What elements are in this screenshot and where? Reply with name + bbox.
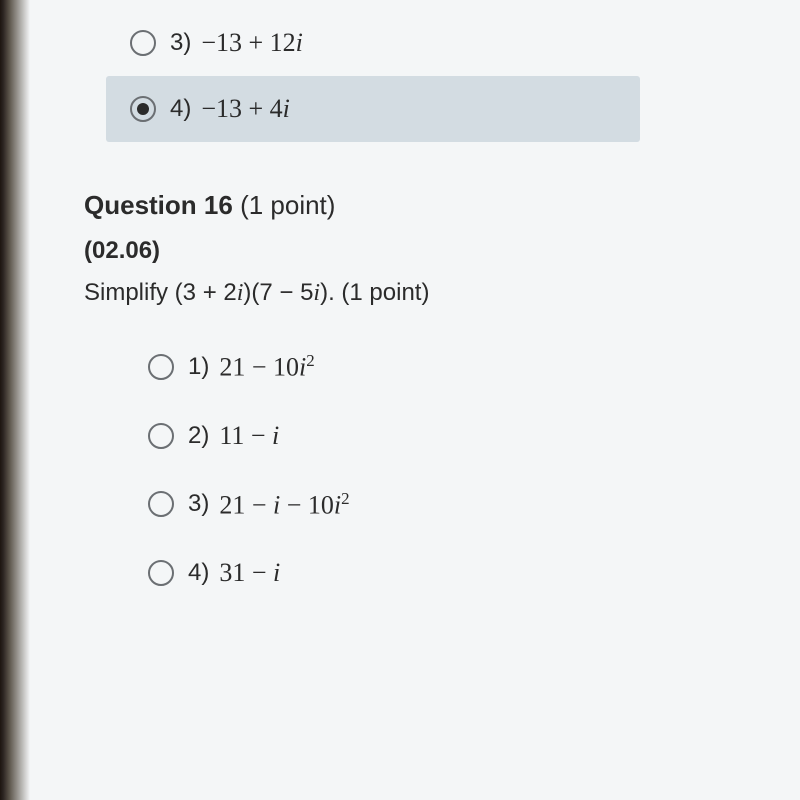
photo-edge-shadow (0, 0, 30, 800)
question-16: Question 16 (1 point) (02.06) Simplify (… (84, 190, 760, 600)
option-4[interactable]: 4) 31 − i (124, 546, 640, 600)
question-title-points: (1 point) (240, 190, 335, 220)
option-expression: 21 − 10i2 (219, 351, 314, 383)
option-1[interactable]: 1) 21 − 10i2 (124, 339, 640, 395)
content-area: 3) −13 + 12i 4) −13 + 4i Question 16 (1 … (66, 0, 800, 600)
option-expression: 11 − i (219, 421, 279, 451)
question-title-bold: Question 16 (84, 190, 233, 220)
radio-icon (148, 423, 174, 449)
question-code: (02.06) (84, 237, 760, 265)
option-number: 1) (188, 353, 209, 381)
radio-icon (148, 560, 174, 586)
option-number: 4) (188, 559, 209, 587)
option-number: 3) (170, 29, 191, 57)
radio-icon (148, 491, 174, 517)
option-3[interactable]: 3) 21 − i − 10i2 (124, 477, 640, 533)
option-2[interactable]: 2) 11 − i (124, 409, 640, 463)
option-number: 4) (170, 95, 191, 123)
radio-icon (130, 96, 156, 122)
answer-options: 1) 21 − 10i2 2) 11 − i 3) 21 − i − 10i2 … (84, 339, 760, 600)
prompt-part-1: Simplify (3 + 2 (84, 279, 237, 306)
option-expression: −13 + 4i (201, 94, 290, 124)
prompt-part-2: )(7 − 5 (243, 279, 313, 306)
question-prompt: Simplify (3 + 2i)(7 − 5i). (1 point) (84, 279, 760, 307)
question-title: Question 16 (1 point) (84, 190, 760, 221)
prev-option-4[interactable]: 4) −13 + 4i (106, 76, 640, 142)
radio-icon (130, 30, 156, 56)
option-number: 2) (188, 422, 209, 450)
option-expression: 31 − i (219, 558, 280, 588)
radio-icon (148, 354, 174, 380)
prev-option-3[interactable]: 3) −13 + 12i (106, 10, 640, 76)
quiz-page: 3) −13 + 12i 4) −13 + 4i Question 16 (1 … (0, 0, 800, 800)
option-number: 3) (188, 490, 209, 518)
option-expression: 21 − i − 10i2 (219, 489, 349, 521)
option-expression: −13 + 12i (201, 28, 303, 58)
prompt-part-3: ). (1 point) (320, 279, 429, 306)
